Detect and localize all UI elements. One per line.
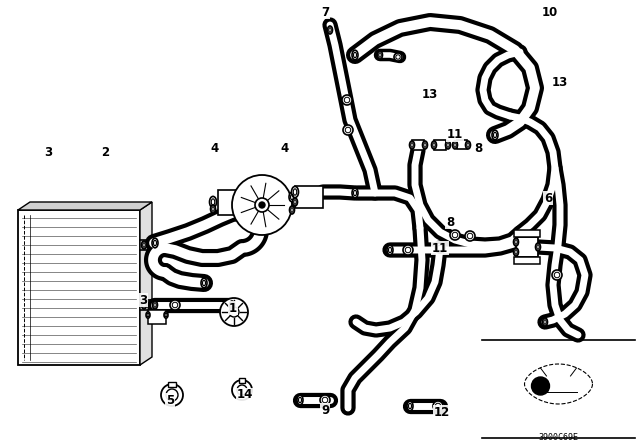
Ellipse shape	[387, 245, 393, 255]
Ellipse shape	[352, 50, 358, 60]
Ellipse shape	[465, 141, 470, 149]
Circle shape	[259, 202, 265, 208]
Text: 14: 14	[237, 388, 253, 401]
Circle shape	[435, 243, 445, 253]
Bar	[457, 141, 467, 150]
Ellipse shape	[492, 130, 498, 140]
Text: 1: 1	[229, 302, 237, 314]
Ellipse shape	[291, 186, 298, 198]
Text: 4: 4	[211, 142, 219, 155]
Bar	[514, 257, 540, 264]
Circle shape	[170, 300, 180, 310]
Bar	[168, 382, 176, 387]
Ellipse shape	[422, 141, 428, 149]
Circle shape	[450, 230, 460, 240]
Circle shape	[342, 95, 352, 105]
Bar	[516, 237, 538, 257]
Text: 2: 2	[101, 146, 109, 159]
Circle shape	[255, 198, 269, 212]
Polygon shape	[18, 202, 152, 210]
Bar	[295, 186, 323, 208]
Text: 4: 4	[281, 142, 289, 155]
Ellipse shape	[328, 26, 333, 34]
Circle shape	[531, 377, 550, 395]
Ellipse shape	[152, 301, 157, 309]
Bar	[148, 310, 166, 324]
Ellipse shape	[164, 312, 168, 318]
Ellipse shape	[445, 141, 451, 149]
Ellipse shape	[543, 318, 547, 326]
Circle shape	[394, 53, 402, 61]
Bar	[412, 140, 424, 150]
Text: 6: 6	[544, 191, 552, 204]
Circle shape	[433, 401, 443, 411]
Ellipse shape	[378, 51, 383, 59]
Circle shape	[320, 395, 330, 405]
Bar	[514, 230, 540, 237]
Circle shape	[232, 175, 292, 235]
Ellipse shape	[292, 198, 298, 206]
Bar	[18, 210, 140, 365]
Ellipse shape	[513, 248, 518, 256]
Ellipse shape	[297, 395, 303, 405]
Text: 3: 3	[139, 293, 147, 306]
Ellipse shape	[211, 205, 216, 213]
Ellipse shape	[230, 301, 234, 309]
Circle shape	[229, 307, 239, 317]
Bar	[218, 190, 248, 215]
Ellipse shape	[141, 301, 147, 309]
Text: 11: 11	[447, 129, 463, 142]
Bar	[239, 378, 245, 383]
Text: 8: 8	[474, 142, 482, 155]
Text: 10: 10	[542, 5, 558, 18]
Ellipse shape	[209, 196, 216, 207]
Ellipse shape	[513, 238, 518, 246]
Circle shape	[220, 298, 248, 326]
Text: 3: 3	[44, 146, 52, 159]
Text: 9: 9	[321, 404, 329, 417]
Ellipse shape	[289, 206, 294, 214]
Ellipse shape	[431, 141, 436, 149]
Polygon shape	[140, 202, 152, 365]
Ellipse shape	[352, 188, 358, 198]
Text: 13: 13	[422, 89, 438, 102]
Text: 8: 8	[446, 215, 454, 228]
Circle shape	[403, 245, 413, 255]
Bar	[434, 140, 446, 150]
Ellipse shape	[141, 241, 147, 249]
Ellipse shape	[289, 192, 295, 202]
Ellipse shape	[201, 278, 207, 288]
Text: 3900C69E: 3900C69E	[538, 434, 579, 443]
Ellipse shape	[410, 141, 415, 149]
Ellipse shape	[152, 238, 158, 248]
Circle shape	[161, 384, 183, 406]
Text: 12: 12	[434, 405, 450, 418]
Ellipse shape	[146, 312, 150, 318]
Text: 13: 13	[552, 77, 568, 90]
Circle shape	[343, 125, 353, 135]
Ellipse shape	[452, 141, 458, 149]
Circle shape	[552, 270, 562, 280]
Ellipse shape	[407, 401, 413, 411]
Circle shape	[465, 231, 475, 241]
Ellipse shape	[536, 243, 541, 251]
Text: 5: 5	[166, 393, 174, 406]
Text: 11: 11	[432, 241, 448, 254]
Circle shape	[232, 380, 252, 400]
Text: 7: 7	[321, 5, 329, 18]
